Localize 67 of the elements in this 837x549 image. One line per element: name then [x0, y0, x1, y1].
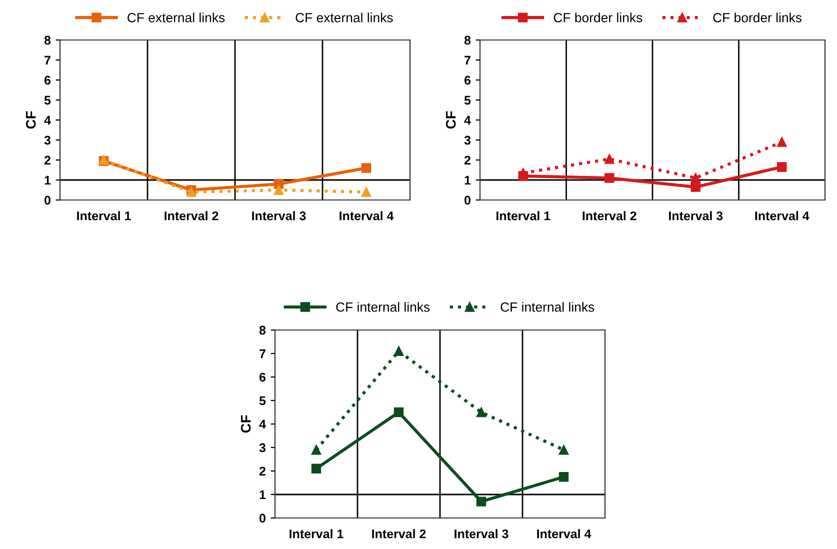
- point: [476, 407, 486, 418]
- y-tick-label: 7: [44, 56, 50, 65]
- point: [690, 182, 700, 192]
- y-tick-label: 7: [260, 349, 266, 358]
- point: [558, 472, 569, 482]
- y-tick-label: 2: [44, 156, 50, 165]
- y-tick-label: 1: [44, 176, 51, 185]
- legend-label: CF internal links: [500, 302, 594, 312]
- legend-label: CF external links: [128, 12, 225, 22]
- y-tick-label: 6: [44, 76, 51, 85]
- point: [361, 187, 372, 197]
- legend-label: CF border links: [554, 12, 642, 22]
- y-axis-title: CF: [26, 111, 36, 129]
- point: [604, 154, 614, 164]
- x-tick-label: Interval 2: [164, 211, 218, 220]
- point: [311, 464, 322, 474]
- x-tick-label: Interval 4: [755, 211, 810, 220]
- y-tick-label: 3: [259, 443, 266, 452]
- y-tick-label: 8: [44, 36, 51, 45]
- y-tick-label: 5: [259, 396, 266, 406]
- y-tick-label: 0: [464, 196, 470, 205]
- legend-label: CF border links: [713, 12, 802, 22]
- x-tick-label: Interval 3: [252, 211, 306, 220]
- point: [311, 444, 322, 455]
- x-tick-label: Interval 2: [372, 529, 426, 538]
- point: [476, 496, 486, 506]
- point: [518, 168, 528, 178]
- point: [274, 185, 284, 195]
- point: [558, 444, 569, 455]
- y-tick-label: 4: [44, 116, 51, 125]
- x-tick-label: Interval 1: [77, 211, 131, 220]
- y-tick-label: 4: [464, 116, 471, 125]
- y-tick-label: 7: [464, 56, 470, 65]
- x-tick-label: Interval 4: [537, 529, 592, 538]
- point: [274, 179, 284, 189]
- legend-label: CF external links: [296, 12, 393, 22]
- y-tick-label: 6: [259, 372, 266, 382]
- y-axis-title: CF: [446, 111, 456, 129]
- x-tick-label: Interval 3: [454, 529, 508, 538]
- y-tick-label: 1: [260, 490, 266, 500]
- y-tick-label: 8: [259, 326, 266, 335]
- y-tick-label: 2: [464, 156, 470, 165]
- y-tick-label: 5: [44, 96, 51, 105]
- legend-label: CF internal links: [336, 302, 430, 312]
- x-tick-label: Interval 4: [340, 211, 394, 220]
- x-tick-label: Interval 3: [669, 211, 723, 220]
- y-tick-label: 0: [260, 514, 266, 523]
- x-tick-label: Interval 2: [582, 211, 636, 220]
- point: [394, 346, 404, 356]
- point: [777, 162, 787, 172]
- x-tick-label: Interval 1: [290, 529, 344, 538]
- y-tick-label: 6: [464, 76, 471, 85]
- point: [777, 137, 787, 147]
- y-tick-label: 2: [259, 466, 266, 476]
- point: [690, 173, 700, 183]
- point: [361, 163, 372, 173]
- y-tick-label: 3: [44, 136, 51, 145]
- y-axis-title: CF: [240, 415, 251, 433]
- y-tick-label: 0: [44, 196, 50, 205]
- point: [394, 407, 404, 418]
- y-tick-label: 5: [464, 96, 471, 105]
- y-tick-label: 3: [464, 136, 471, 145]
- y-tick-label: 1: [464, 176, 471, 185]
- point: [604, 173, 614, 183]
- y-tick-label: 4: [259, 420, 266, 429]
- x-tick-label: Interval 1: [496, 211, 550, 220]
- y-tick-label: 8: [464, 36, 471, 45]
